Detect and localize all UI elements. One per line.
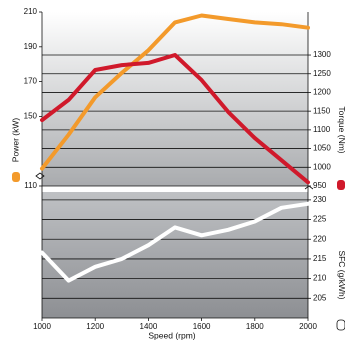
y-tick-label: 110	[24, 181, 37, 190]
y3-tick-label: 215	[313, 254, 327, 263]
series-line	[40, 13, 310, 171]
y3-tick-label: 230	[313, 195, 327, 204]
lower-panel	[42, 192, 308, 318]
y2-tick-label: 1150	[313, 106, 331, 115]
x-tick-label: 1200	[86, 322, 104, 331]
y3-tick-label: 220	[313, 234, 327, 243]
series-line	[40, 53, 310, 185]
axis-break	[35, 172, 45, 180]
x-tick-label: 1600	[193, 322, 211, 331]
axis-break	[304, 185, 314, 190]
y-tick-label: 150	[24, 112, 38, 121]
legend-swatch	[12, 172, 20, 182]
y2-axis-title: Torque (Nm)	[337, 106, 345, 153]
y2-tick-label: 950	[313, 181, 327, 190]
series-line	[40, 201, 310, 283]
y3-tick-label: 225	[313, 215, 327, 224]
y3-axis-title: SFC (g/kWh)	[337, 250, 345, 299]
y2-tick-label: 1100	[313, 125, 331, 134]
y-axis-title: Power (kW)	[10, 118, 20, 163]
y3-tick-label: 205	[313, 293, 327, 302]
y2-tick-label: 1050	[313, 144, 331, 153]
x-tick-label: 1400	[140, 322, 158, 331]
x-tick-label: 1000	[33, 322, 51, 331]
y3-tick-label: 210	[313, 274, 327, 283]
y-tick-label: 210	[24, 7, 38, 16]
upper-panel	[42, 12, 308, 186]
y2-tick-label: 1000	[313, 162, 331, 171]
legend-swatch	[337, 180, 345, 190]
x-axis-title: Speed (rpm)	[148, 330, 195, 340]
y2-tick-label: 1250	[313, 69, 331, 78]
y-tick-label: 190	[24, 42, 38, 51]
y-tick-label: 170	[24, 77, 38, 86]
y2-tick-label: 1300	[313, 50, 331, 59]
y2-tick-label: 1200	[313, 88, 331, 97]
legend-swatch	[336, 319, 345, 331]
x-tick-label: 1800	[246, 322, 264, 331]
x-tick-label: 2000	[299, 322, 317, 331]
